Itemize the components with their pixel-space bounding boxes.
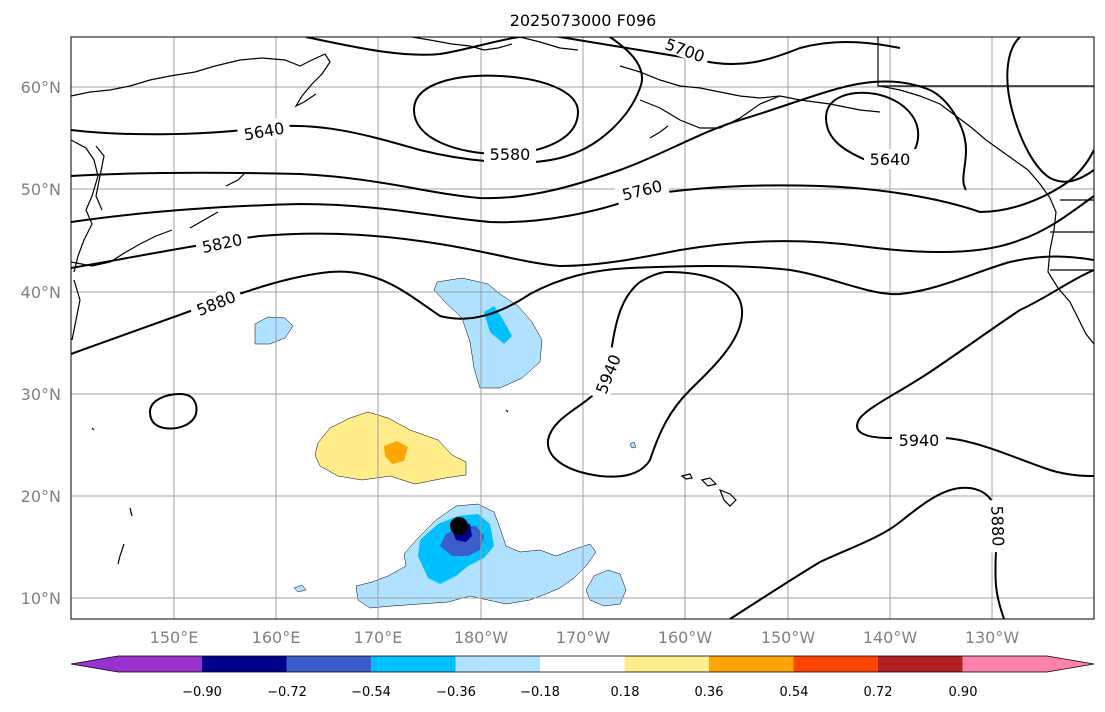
anomaly-patch-light-blue <box>629 441 637 449</box>
contour-5700-b <box>71 80 968 200</box>
coastlines <box>71 37 1094 565</box>
map-frame <box>70 36 1095 620</box>
lat-label: 20°N <box>21 487 61 506</box>
contour-label: 5880 <box>987 505 1007 546</box>
contour-5640 <box>71 37 643 164</box>
contour-5820 <box>71 195 1094 269</box>
anomaly-patch-orange <box>384 441 408 464</box>
contour-5880 <box>71 255 1094 355</box>
contour-5580-west <box>412 74 580 156</box>
contour-label-group: 5700 5640 5580 5640 5760 5820 5880 5940 … <box>188 37 1009 553</box>
colorbar-tick-labels: −0.90 −0.72 −0.54 −0.36 −0.18 0.18 0.36 … <box>182 685 977 700</box>
map-area: 5700 5640 5580 5640 5760 5820 5880 5940 … <box>71 37 1094 619</box>
colorbar-extend-max <box>962 656 1094 672</box>
colorbar-tick-label: −0.72 <box>267 685 307 700</box>
colorbar-tick-label: 0.54 <box>780 685 809 700</box>
lat-label: 60°N <box>21 78 61 97</box>
colorbar-tick-label: 0.18 <box>611 685 640 700</box>
lat-label: 10°N <box>21 589 61 608</box>
anomaly-patch-blue <box>484 306 512 344</box>
lon-label: 150°W <box>761 628 816 647</box>
colorbar-tick-label: −0.36 <box>436 685 476 700</box>
latitude-labels: 60°N 50°N 40°N 30°N 20°N 10°N <box>21 78 61 608</box>
colorbar-segment <box>709 656 794 672</box>
lat-label: 40°N <box>21 283 61 302</box>
contour-5940-east <box>856 269 1094 477</box>
lat-label: 30°N <box>21 385 61 404</box>
longitude-labels: 150°E 160°E 170°E 180°W 170°W 160°W 150°… <box>150 628 1020 647</box>
contour-5700 <box>305 37 901 66</box>
lon-label: 130°W <box>965 628 1020 647</box>
lon-label: 140°W <box>863 628 918 647</box>
contour-5880-southeast <box>729 486 1005 619</box>
colorbar-segment <box>202 656 287 672</box>
colorbar-segment <box>878 656 963 672</box>
colorbar-outline <box>70 655 1095 673</box>
colorbar-tick-label: 0.36 <box>695 685 724 700</box>
anomaly-core-black <box>450 517 468 535</box>
lon-label: 170°W <box>556 628 611 647</box>
colorbar-segment <box>793 656 879 672</box>
colorbar-extend-min <box>71 656 202 672</box>
colorbar-segment <box>540 656 625 672</box>
colorbar-segment <box>455 656 541 672</box>
anomaly-shading <box>254 277 637 609</box>
colorbar-tick-label: 0.72 <box>864 685 893 700</box>
colorbar-segment <box>371 656 456 672</box>
lon-label: 180°W <box>454 628 509 647</box>
lon-label: 150°E <box>150 628 199 647</box>
graticule <box>71 37 1094 619</box>
anomaly-patch-light-blue <box>433 277 543 389</box>
lat-label: 50°N <box>21 180 61 199</box>
colorbar-segment <box>624 656 710 672</box>
colorbar-tick-label: −0.90 <box>182 685 222 700</box>
colorbar <box>70 655 1095 673</box>
contour-5940-center <box>546 270 744 478</box>
anomaly-patch-light-blue <box>293 584 307 593</box>
colorbar-segment <box>286 656 372 672</box>
map-title: 2025073000 F096 <box>510 11 657 30</box>
lon-label: 160°W <box>658 628 713 647</box>
contour-5940-west-small <box>148 392 198 430</box>
colorbar-tick-label: −0.54 <box>351 685 391 700</box>
colorbar-tick-label: 0.90 <box>949 685 978 700</box>
contour-label: 5580 <box>490 145 531 164</box>
contour-label: 5640 <box>870 150 911 169</box>
anomaly-patch-light-blue <box>585 569 627 607</box>
lon-label: 170°E <box>354 628 403 647</box>
colorbar-tick-label: −0.18 <box>520 685 560 700</box>
lon-label: 160°E <box>252 628 301 647</box>
contour-label: 5940 <box>899 431 940 450</box>
anomaly-patch-light-blue <box>254 316 294 345</box>
contour-5640-east <box>824 91 920 166</box>
